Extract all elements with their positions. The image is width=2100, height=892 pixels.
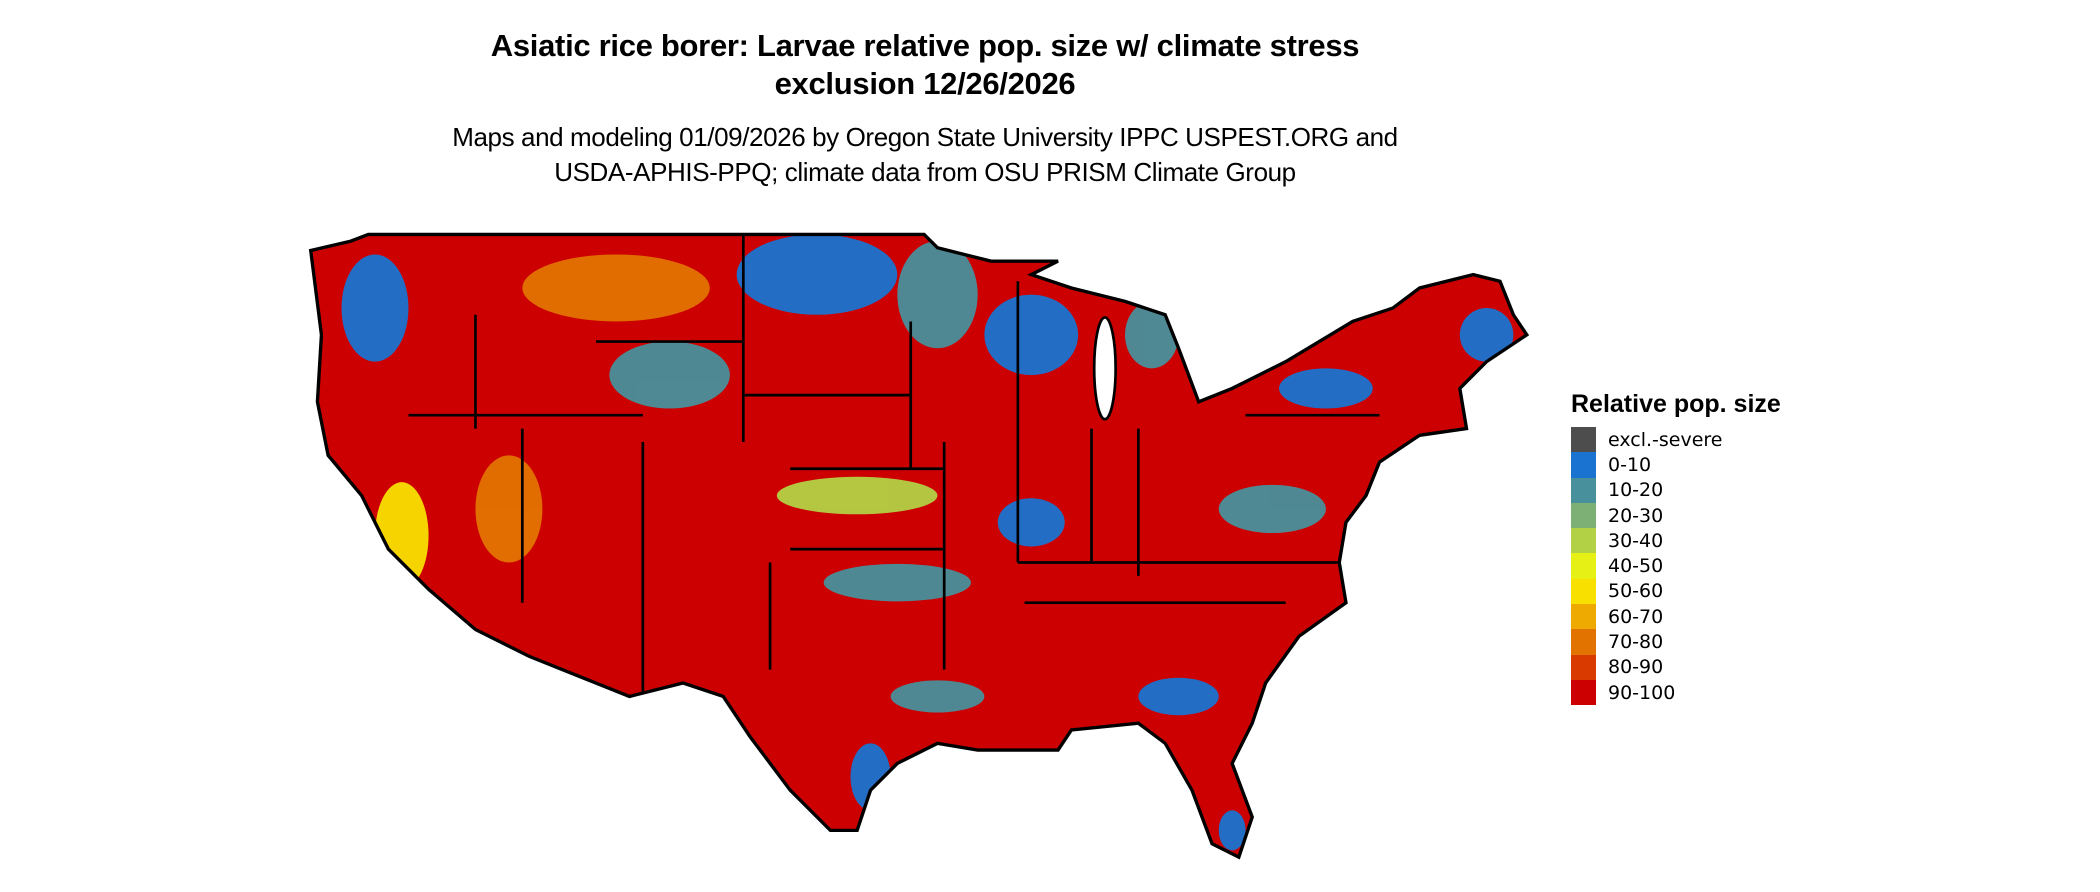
legend-swatch [1571,553,1596,579]
zone-oklahoma [823,563,971,602]
legend-item: 50-60 [1571,578,1781,605]
legend-swatch [1571,427,1596,453]
legend-label: 70-80 [1608,631,1664,654]
legend-label: 40-50 [1608,555,1664,578]
legend-item: 90-100 [1571,679,1781,706]
legend-title: Relative pop. size [1571,390,1781,418]
zone-ny [1279,368,1373,409]
legend-item: 80-90 [1571,654,1781,680]
legend-item: 30-40 [1571,528,1781,554]
zone-maine [1459,308,1514,362]
zone-florida [1218,810,1246,851]
zone-missouri [997,498,1065,547]
zone-southeast [1138,677,1219,716]
legend-label: 30-40 [1608,529,1664,552]
legend-label: 80-90 [1608,656,1664,679]
lake-michigan [1092,316,1117,421]
legend-swatch [1571,502,1596,529]
map-title-line2: exclusion 12/26/2026 [774,66,1076,101]
legend-item: 0-10 [1571,452,1781,478]
legend-swatch [1571,604,1596,630]
map-subtitle-line2: USDA-APHIS-PPQ; climate data from OSU PR… [554,157,1296,187]
legend-label: 0-10 [1608,453,1652,476]
legend-swatch [1571,477,1596,503]
legend-label: 20-30 [1608,504,1664,527]
legend-swatch [1571,528,1596,554]
legend-item: 10-20 [1571,477,1781,503]
zone-gulf [890,680,985,713]
legend-item: excl.-severe [1571,427,1781,453]
legend-swatch [1571,654,1596,680]
legend-item: 60-70 [1571,604,1781,630]
legend-swatch [1571,578,1596,605]
legend-label: excl.-severe [1608,428,1723,451]
legend-label: 10-20 [1608,479,1664,502]
zone-wisconsin [984,294,1079,376]
zone-montana [522,254,710,322]
legend-label: 60-70 [1608,605,1664,628]
legend-swatch [1571,629,1596,655]
zone-cascades [341,254,409,362]
zone-appalachia [1218,484,1326,534]
zone-kansas [776,476,938,515]
legend-item: 40-50 [1571,553,1781,579]
zone-northern-plains [736,234,898,315]
legend-swatch [1571,452,1596,478]
legend-label: 50-60 [1608,580,1664,603]
map-title-line1: Asiatic rice borer: Larvae relative pop.… [490,28,1360,63]
legend-swatch [1571,679,1596,706]
legend-item: 70-80 [1571,629,1781,655]
state-borders [408,234,1380,697]
zone-nevada [475,455,543,563]
zone-minnesota [897,241,978,349]
map-low-zones [341,234,1514,851]
zone-rockies [609,341,730,409]
legend-item: 20-30 [1571,502,1781,529]
map-subtitle-line1: Maps and modeling 01/09/2026 by Oregon S… [452,122,1398,152]
legend-label: 90-100 [1608,681,1676,704]
legend: Relative pop. size excl.-severe 0-10 10-20… [1571,390,1781,706]
